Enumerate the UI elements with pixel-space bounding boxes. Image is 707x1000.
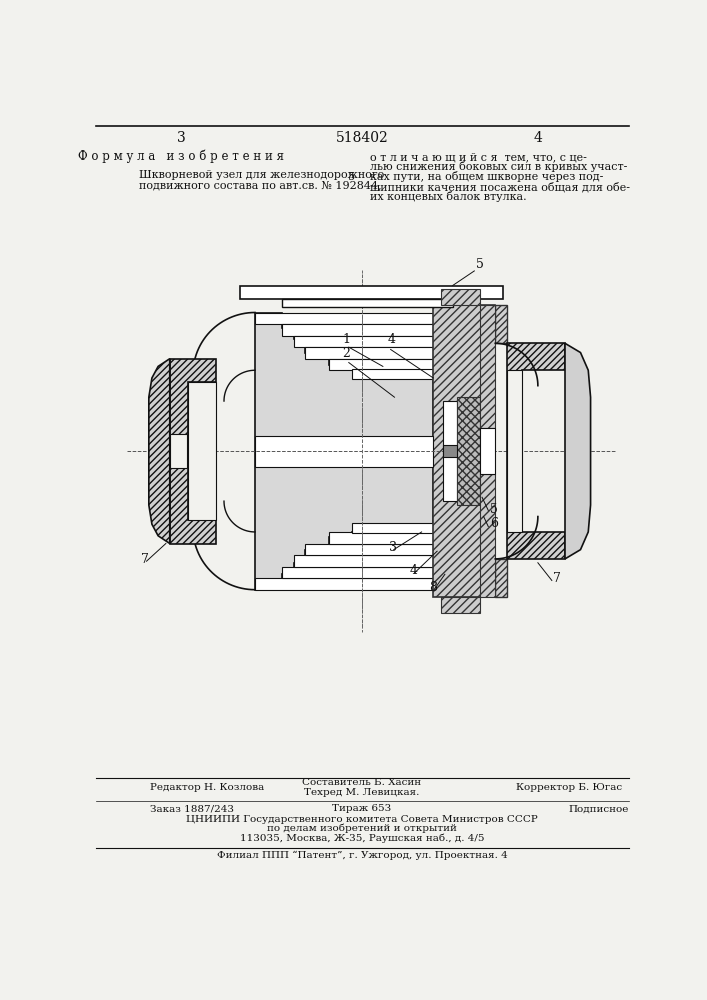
Text: Техред М. Левицкая.: Техред М. Левицкая. bbox=[304, 788, 420, 797]
Bar bbox=[457, 397, 480, 505]
Bar bbox=[187, 382, 216, 520]
Text: лью снижения боковых сил в кривых участ-: лью снижения боковых сил в кривых участ- bbox=[370, 161, 627, 172]
Text: по делам изобретений и открытий: по делам изобретений и открытий bbox=[267, 824, 457, 833]
Polygon shape bbox=[170, 359, 216, 544]
Bar bbox=[329, 359, 433, 370]
Bar bbox=[352, 369, 433, 379]
Text: Заказ 1887/243: Заказ 1887/243 bbox=[151, 804, 235, 813]
Bar bbox=[255, 578, 433, 590]
Bar bbox=[495, 559, 507, 597]
Text: Подписное: Подписное bbox=[569, 804, 629, 813]
Text: 113035, Москва, Ж-35, Раушская наб., д. 4/5: 113035, Москва, Ж-35, Раушская наб., д. … bbox=[240, 833, 484, 843]
Text: 518402: 518402 bbox=[336, 131, 388, 145]
Text: 5: 5 bbox=[349, 172, 356, 182]
Text: 5: 5 bbox=[476, 258, 484, 271]
Bar bbox=[282, 299, 452, 307]
Polygon shape bbox=[149, 359, 170, 544]
Text: 6: 6 bbox=[490, 517, 498, 530]
Bar bbox=[305, 347, 433, 359]
Text: 4: 4 bbox=[534, 131, 542, 145]
Bar bbox=[255, 436, 433, 466]
Bar bbox=[352, 523, 433, 533]
Text: Филиал ППП “Патент”, г. Ужгород, ул. Проектная. 4: Филиал ППП “Патент”, г. Ужгород, ул. Про… bbox=[216, 850, 508, 860]
Bar bbox=[441, 597, 480, 613]
Bar bbox=[305, 544, 433, 555]
Text: Ф о р м у л а   и з о б р е т е н и я: Ф о р м у л а и з о б р е т е н и я bbox=[78, 150, 284, 163]
Polygon shape bbox=[255, 312, 433, 590]
Text: их концевых балок втулка.: их концевых балок втулка. bbox=[370, 191, 526, 202]
Bar bbox=[480, 428, 495, 474]
Bar bbox=[480, 474, 495, 597]
Bar bbox=[443, 401, 457, 501]
Text: 4: 4 bbox=[410, 564, 418, 577]
Text: ЦНИИПИ Государственного комитета Совета Министров СССР: ЦНИИПИ Государственного комитета Совета … bbox=[186, 815, 538, 824]
Bar bbox=[293, 555, 433, 567]
Text: Корректор Б. Югас: Корректор Б. Югас bbox=[516, 783, 622, 792]
Text: 8: 8 bbox=[429, 581, 438, 594]
Text: 3: 3 bbox=[389, 541, 397, 554]
Text: подвижного состава по авт.св. № 192844,: подвижного состава по авт.св. № 192844, bbox=[139, 181, 381, 191]
Bar bbox=[255, 312, 433, 324]
Bar bbox=[507, 370, 522, 532]
Text: Тираж 653: Тираж 653 bbox=[332, 804, 392, 813]
Bar bbox=[433, 305, 495, 597]
Text: 2: 2 bbox=[343, 347, 351, 360]
Text: о т л и ч а ю щ и й с я  тем, что, с це-: о т л и ч а ю щ и й с я тем, что, с це- bbox=[370, 152, 587, 162]
Bar bbox=[282, 567, 433, 578]
Bar bbox=[480, 305, 495, 428]
Text: Редактор Н. Козлова: Редактор Н. Козлова bbox=[151, 783, 264, 792]
Text: 7: 7 bbox=[554, 572, 561, 585]
Bar bbox=[495, 305, 507, 343]
Text: ках пути, на общем шкворне через под-: ках пути, на общем шкворне через под- bbox=[370, 171, 603, 182]
Text: Составитель Б. Хасин: Составитель Б. Хасин bbox=[303, 778, 421, 787]
Text: 3: 3 bbox=[177, 131, 186, 145]
Text: 1: 1 bbox=[343, 333, 351, 346]
Polygon shape bbox=[565, 343, 590, 559]
Bar bbox=[443, 445, 457, 457]
Bar bbox=[441, 289, 480, 305]
Bar bbox=[329, 532, 433, 544]
Bar bbox=[282, 324, 433, 336]
Polygon shape bbox=[507, 343, 565, 559]
Text: Шкворневой узел для железнодорожного: Шкворневой узел для железнодорожного bbox=[139, 170, 384, 180]
Text: шипники качения посажена общая для обе-: шипники качения посажена общая для обе- bbox=[370, 182, 630, 192]
Text: 7: 7 bbox=[141, 553, 149, 566]
Bar bbox=[170, 434, 187, 468]
Text: 4: 4 bbox=[387, 333, 395, 346]
Bar bbox=[240, 286, 503, 299]
Text: 5: 5 bbox=[490, 503, 498, 516]
Bar bbox=[293, 336, 433, 347]
